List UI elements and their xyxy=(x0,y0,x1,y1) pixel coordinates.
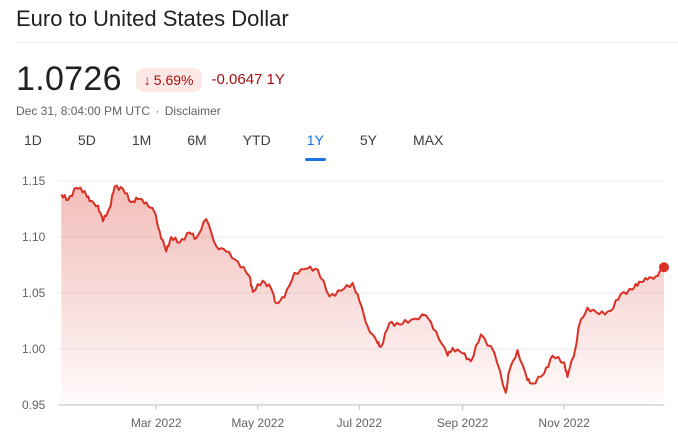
y-tick-label: 1.00 xyxy=(22,342,46,356)
tab-1y[interactable]: 1Y xyxy=(299,128,332,161)
tab-max[interactable]: MAX xyxy=(412,132,444,148)
x-tick-label: Sep 2022 xyxy=(437,416,489,430)
quote-row: 1.0726 ↓ 5.69% -0.0647 1Y xyxy=(16,60,285,99)
arrow-down-icon: ↓ xyxy=(143,71,151,88)
disclaimer-link[interactable]: Disclaimer xyxy=(164,104,221,118)
x-tick-label: Nov 2022 xyxy=(538,416,590,430)
tab-1m[interactable]: 1M xyxy=(131,132,152,148)
header-divider xyxy=(16,42,678,43)
change-value: -0.0647 1Y xyxy=(211,71,285,88)
tab-5y[interactable]: 5Y xyxy=(359,132,377,148)
tab-ytd[interactable]: YTD xyxy=(242,132,271,148)
x-tick-label: May 2022 xyxy=(231,416,284,430)
y-tick-label: 1.10 xyxy=(22,230,46,244)
quote-meta: Dec 31, 8:04:00 PM UTC · Disclaimer xyxy=(16,104,221,118)
timestamp: Dec 31, 8:04:00 PM UTC xyxy=(16,104,151,118)
change-percent-badge: ↓ 5.69% xyxy=(135,67,202,92)
meta-separator: · xyxy=(155,104,160,118)
tab-1d[interactable]: 1D xyxy=(24,132,42,148)
x-tick-label: Mar 2022 xyxy=(131,416,182,430)
current-price-marker xyxy=(659,262,669,273)
time-range-tabs: 1D 5D 1M 6M YTD 1Y 5Y MAX xyxy=(16,128,471,161)
y-tick-label: 0.95 xyxy=(22,398,46,412)
change-percent: 5.69% xyxy=(153,71,194,88)
tab-5d[interactable]: 5D xyxy=(77,132,96,148)
price-chart[interactable]: 1.15 1.10 1.05 1.00 0.95 Mar 2022 May 2022 Jul… xyxy=(0,165,678,437)
x-tick-label: Jul 2022 xyxy=(337,416,383,430)
price-area-fill xyxy=(61,185,665,405)
current-price: 1.0726 xyxy=(16,60,122,98)
page-title: Euro to United States Dollar xyxy=(16,6,289,31)
y-tick-label: 1.05 xyxy=(22,286,46,300)
tab-6m[interactable]: 6M xyxy=(187,132,207,148)
y-tick-label: 1.15 xyxy=(22,174,46,188)
price-line xyxy=(60,184,665,394)
